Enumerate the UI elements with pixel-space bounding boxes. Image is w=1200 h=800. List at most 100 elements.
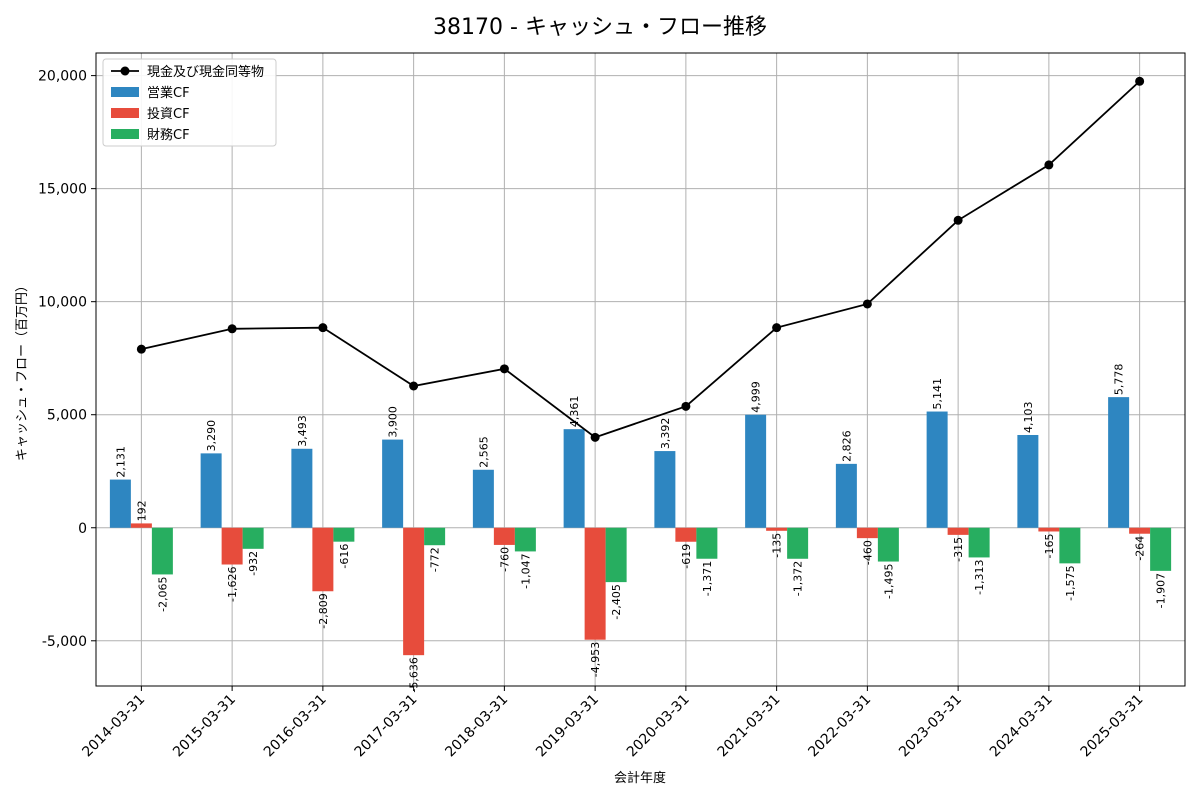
legend-entry: 財務CF xyxy=(147,128,190,143)
bar-投資CF-2020-03-31 xyxy=(675,527,697,542)
bar-投資CF-2018-03-31 xyxy=(493,527,515,545)
x-tick-label: 2015-03-31 xyxy=(170,692,239,761)
cash-point-2014-03-31 xyxy=(136,344,146,354)
bar-営業CF-2024-03-31 xyxy=(1017,434,1039,528)
y-axis-label: キャッシュ・フロー（百万円） xyxy=(15,279,30,461)
grid xyxy=(96,53,1185,686)
bar-投資CF-2023-03-31 xyxy=(947,527,969,535)
bar-value-label: 2,131 xyxy=(114,446,127,478)
bar-value-label: -619 xyxy=(680,544,693,569)
legend-swatch xyxy=(111,87,139,97)
bar-営業CF-2018-03-31 xyxy=(472,469,494,528)
x-tick-label: 2024-03-31 xyxy=(987,692,1056,761)
x-tick-label: 2014-03-31 xyxy=(79,692,148,761)
bar-value-label: -264 xyxy=(1134,536,1147,561)
bar-value-label: 2,565 xyxy=(477,436,490,468)
bar-投資CF-2021-03-31 xyxy=(766,527,788,531)
bar-営業CF-2017-03-31 xyxy=(382,439,404,528)
bar-value-label: -1,495 xyxy=(882,564,895,599)
cash-point-2024-03-31 xyxy=(1044,160,1054,170)
legend-swatch xyxy=(111,108,139,118)
cash-point-2025-03-31 xyxy=(1135,76,1145,86)
cash-line xyxy=(136,76,1145,442)
bar-財務CF-2014-03-31 xyxy=(151,527,173,575)
bar-投資CF-2025-03-31 xyxy=(1129,527,1151,534)
x-tick-label: 2021-03-31 xyxy=(715,692,784,761)
bar-value-label: -1,371 xyxy=(701,561,714,596)
bar-value-label: -315 xyxy=(952,537,965,562)
bar-財務CF-2018-03-31 xyxy=(514,527,536,552)
x-tick-label: 2025-03-31 xyxy=(1078,692,1147,761)
bar-投資CF-2022-03-31 xyxy=(856,527,878,539)
bar-投資CF-2015-03-31 xyxy=(221,527,243,565)
bar-value-label: -2,405 xyxy=(610,584,623,619)
bar-財務CF-2016-03-31 xyxy=(333,527,355,542)
cash-line-path xyxy=(141,80,1141,439)
bar-value-label: -4,953 xyxy=(589,642,602,677)
bar-営業CF-2015-03-31 xyxy=(200,453,222,528)
bar-財務CF-2019-03-31 xyxy=(605,527,627,583)
bar-営業CF-2016-03-31 xyxy=(291,448,313,528)
bar-value-label: -1,575 xyxy=(1064,565,1077,600)
y-tick-label: 15,000 xyxy=(38,182,87,198)
x-tick-label: 2016-03-31 xyxy=(261,692,330,761)
bar-財務CF-2025-03-31 xyxy=(1150,527,1172,571)
cash-point-2019-03-31 xyxy=(590,432,600,442)
cash-point-2021-03-31 xyxy=(772,323,782,333)
axes: -5,000 0 5,000 10,000 15,000 20,000 2014-03-31… xyxy=(38,52,1186,761)
y-tick-label: 20,000 xyxy=(38,69,87,85)
bar-value-label: 3,900 xyxy=(387,406,400,438)
bar-value-label: -1,907 xyxy=(1155,573,1168,608)
legend-entry: 営業CF xyxy=(147,85,190,101)
x-tick-label: 2023-03-31 xyxy=(896,692,965,761)
plot-frame xyxy=(95,52,1186,687)
bar-投資CF-2017-03-31 xyxy=(403,527,425,656)
bar-財務CF-2022-03-31 xyxy=(877,527,899,562)
bar-labels: 2,131 3,290 3,493 3,900 2,565 4,361 3,392 4,999… xyxy=(114,364,1167,693)
x-tick-label: 2022-03-31 xyxy=(805,692,874,761)
bar-value-label: -2,809 xyxy=(317,593,330,628)
cash-point-2022-03-31 xyxy=(862,299,872,309)
bar-value-label: 4,361 xyxy=(568,396,581,428)
bar-営業CF-2019-03-31 xyxy=(563,429,585,528)
bar-value-label: -1,626 xyxy=(226,567,239,602)
bar-value-label: -616 xyxy=(338,544,351,569)
bar-value-label: 4,103 xyxy=(1022,401,1035,433)
bar-value-label: -1,047 xyxy=(519,553,532,588)
cash-point-2023-03-31 xyxy=(953,215,963,225)
bar-営業CF-2025-03-31 xyxy=(1108,397,1130,528)
bar-投資CF-2024-03-31 xyxy=(1038,527,1060,532)
bar-value-label: 4,999 xyxy=(750,381,763,413)
bar-営業CF-2014-03-31 xyxy=(109,479,131,528)
x-axis-label: 会計年度 xyxy=(614,770,666,786)
bar-財務CF-2021-03-31 xyxy=(787,527,809,559)
cash-point-2018-03-31 xyxy=(499,364,509,374)
bar-財務CF-2015-03-31 xyxy=(242,527,264,549)
bar-投資CF-2016-03-31 xyxy=(312,527,334,592)
legend-box xyxy=(102,58,277,147)
bar-営業CF-2020-03-31 xyxy=(654,451,676,528)
bar-営業CF-2023-03-31 xyxy=(926,411,948,528)
bar-財務CF-2023-03-31 xyxy=(968,527,990,558)
bar-投資CF-2014-03-31 xyxy=(130,523,152,528)
bar-value-label: -1,313 xyxy=(973,559,986,594)
x-tick-label: 2019-03-31 xyxy=(533,692,602,761)
x-tick-label: 2018-03-31 xyxy=(442,692,511,761)
x-tick-label: 2017-03-31 xyxy=(352,692,421,761)
legend-entry: 現金及び現金同等物 xyxy=(147,64,264,80)
y-tick-label: 10,000 xyxy=(38,295,87,311)
bar-value-label: 2,826 xyxy=(840,430,853,462)
legend-swatch xyxy=(111,129,139,139)
bar-営業CF-2022-03-31 xyxy=(835,463,857,528)
cash-point-2017-03-31 xyxy=(409,381,419,391)
bar-財務CF-2020-03-31 xyxy=(696,527,718,559)
bar-value-label: -932 xyxy=(247,551,260,576)
cash-point-2016-03-31 xyxy=(318,323,328,333)
bar-財務CF-2017-03-31 xyxy=(424,527,446,546)
bar-営業CF-2021-03-31 xyxy=(745,414,767,528)
bar-value-label: 3,493 xyxy=(296,415,309,447)
bar-value-label: -5,636 xyxy=(408,657,421,692)
